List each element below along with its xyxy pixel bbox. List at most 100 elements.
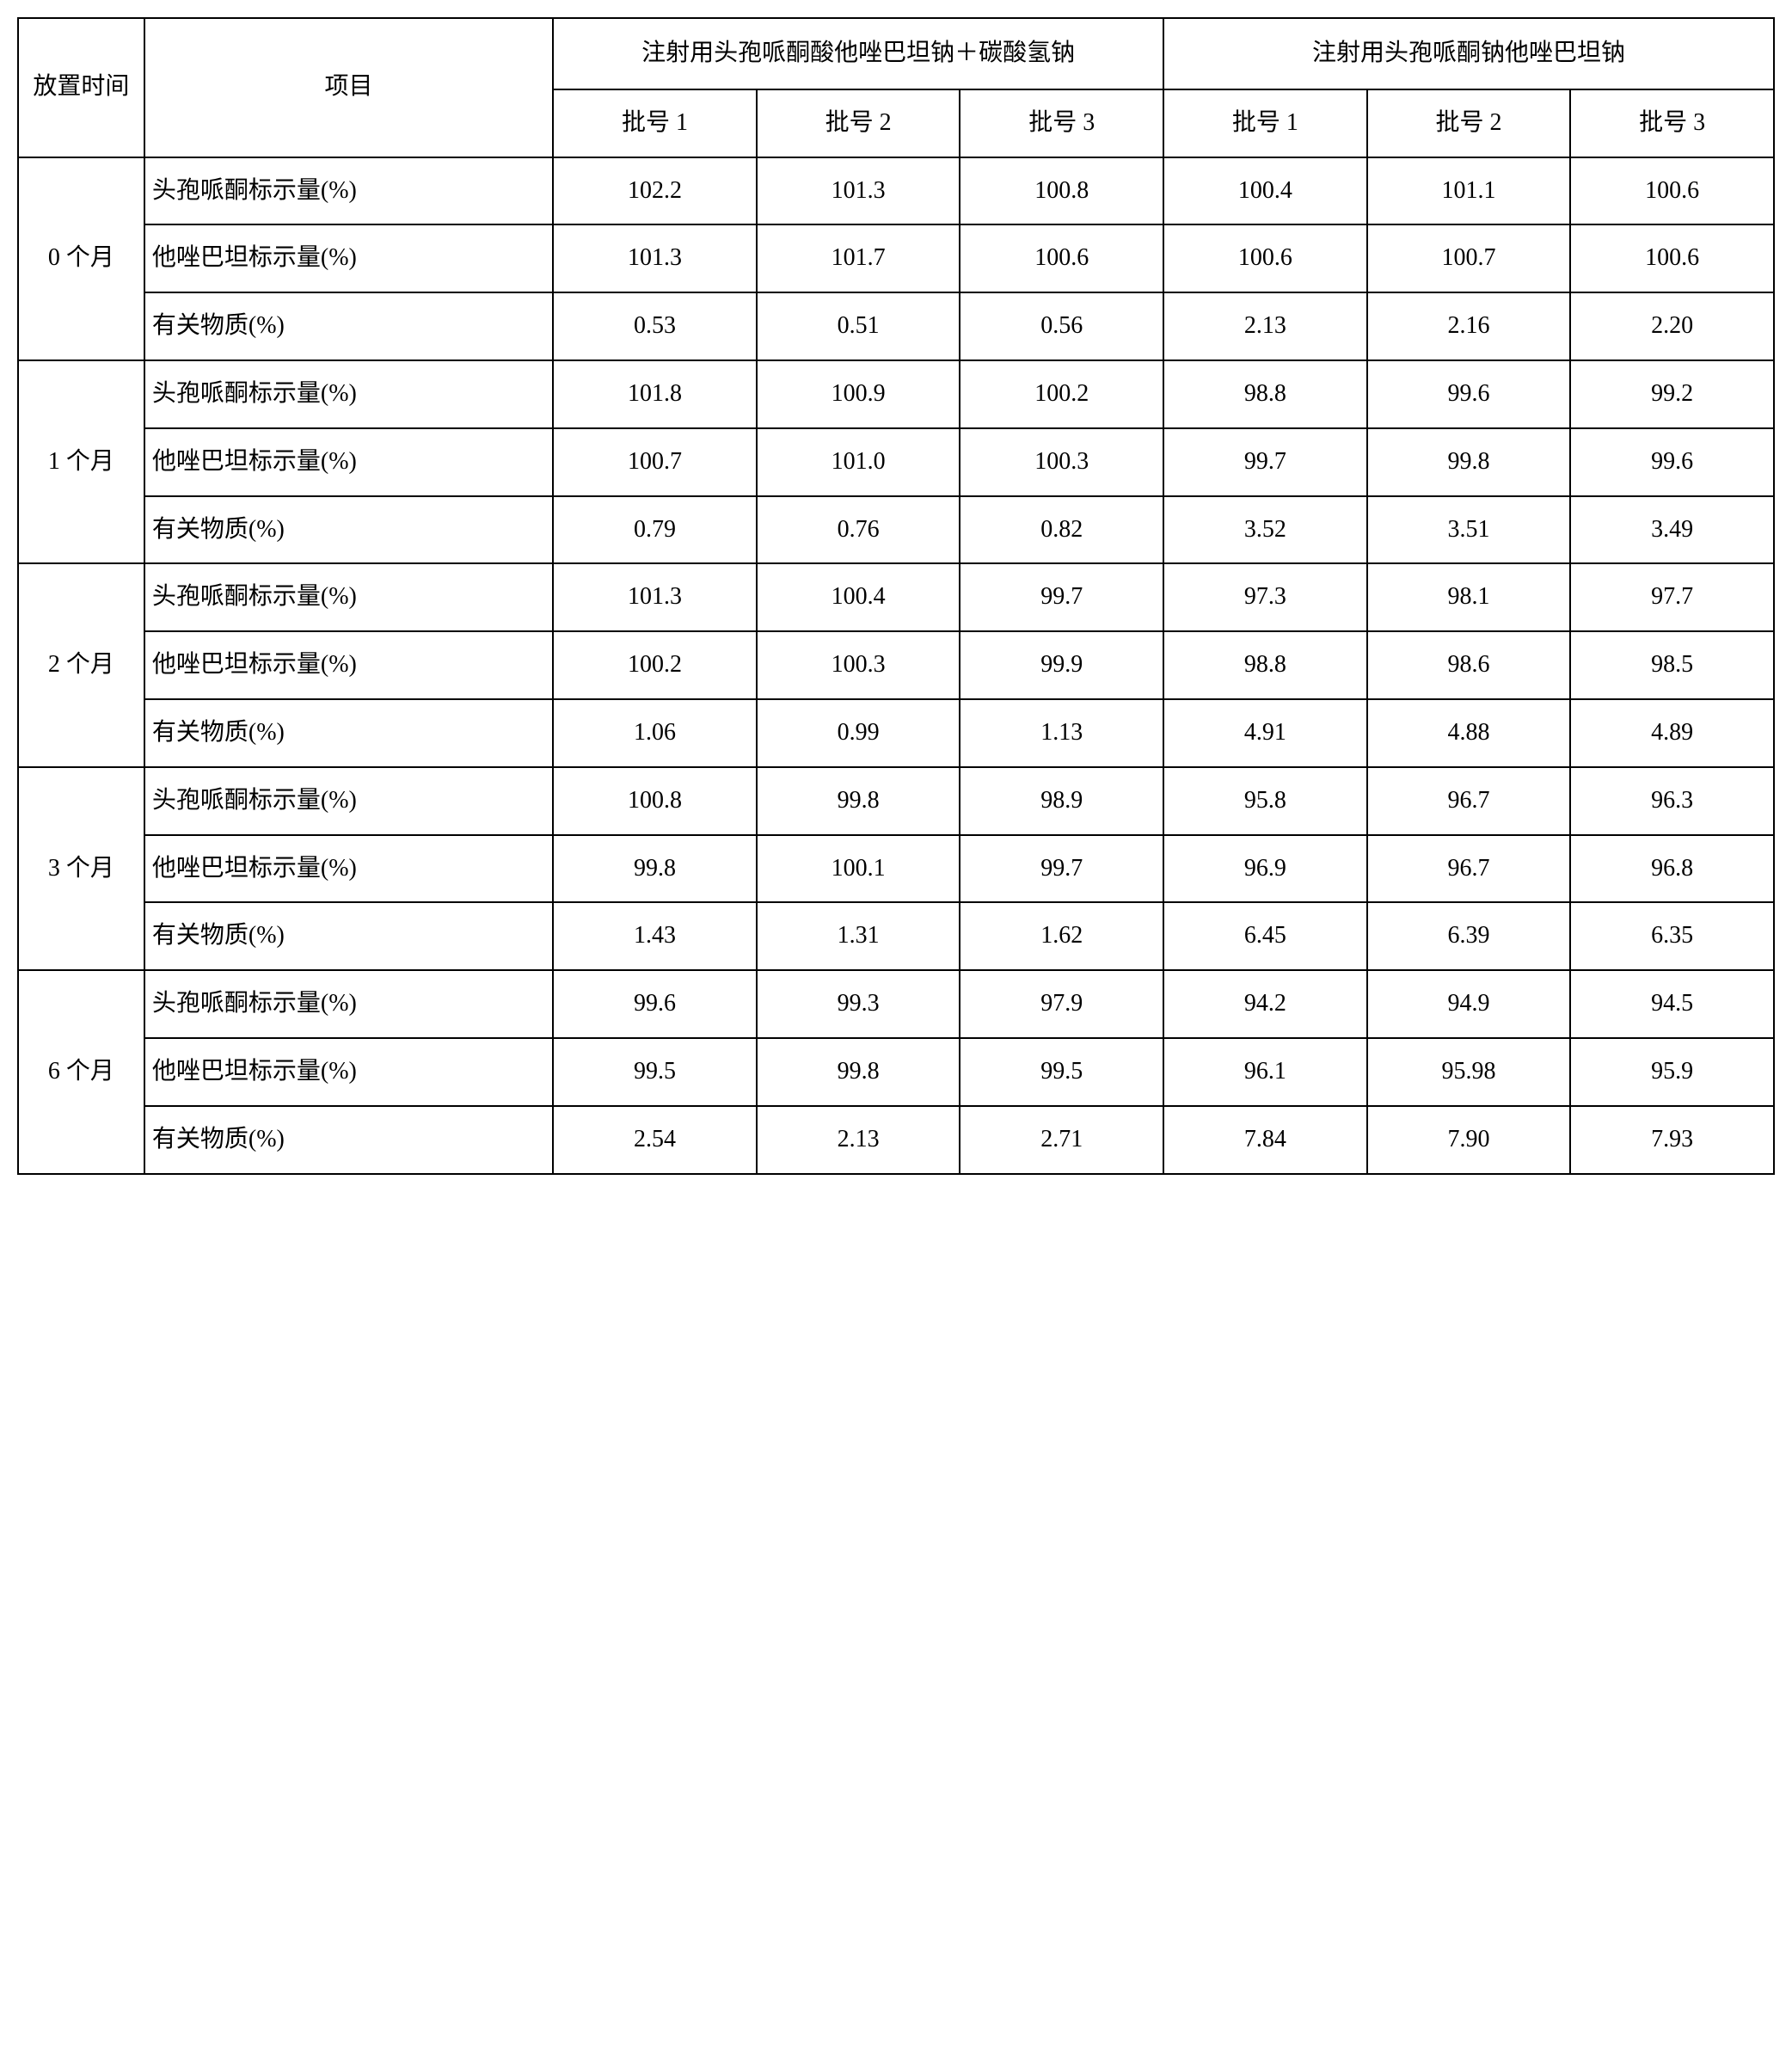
- table-row: 有关物质(%) 0.79 0.76 0.82 3.52 3.51 3.49: [18, 496, 1774, 564]
- stability-data-table: 放置时间 项目 注射用头孢哌酮酸他唑巴坦钠＋碳酸氢钠 注射用头孢哌酮钠他唑巴坦钠…: [17, 17, 1775, 1175]
- cell-value: 4.89: [1570, 699, 1774, 767]
- cell-metric: 有关物质(%): [144, 496, 553, 564]
- cell-value: 96.7: [1367, 767, 1571, 835]
- cell-value: 2.16: [1367, 292, 1571, 360]
- cell-value: 99.6: [553, 970, 757, 1038]
- cell-value: 6.45: [1163, 902, 1367, 970]
- cell-value: 1.31: [757, 902, 960, 970]
- table-row: 0 个月 头孢哌酮标示量(%) 102.2 101.3 100.8 100.4 …: [18, 157, 1774, 225]
- cell-value: 0.79: [553, 496, 757, 564]
- cell-metric: 头孢哌酮标示量(%): [144, 360, 553, 428]
- cell-value: 101.7: [757, 224, 960, 292]
- table-row: 有关物质(%) 1.43 1.31 1.62 6.45 6.39 6.35: [18, 902, 1774, 970]
- col-header-batch-a3: 批号 3: [960, 89, 1163, 157]
- cell-value: 100.7: [1367, 224, 1571, 292]
- cell-value: 0.76: [757, 496, 960, 564]
- table-row: 有关物质(%) 2.54 2.13 2.71 7.84 7.90 7.93: [18, 1106, 1774, 1174]
- cell-value: 100.9: [757, 360, 960, 428]
- cell-value: 100.4: [757, 563, 960, 631]
- cell-metric: 有关物质(%): [144, 902, 553, 970]
- cell-value: 100.3: [960, 428, 1163, 496]
- col-header-batch-a1: 批号 1: [553, 89, 757, 157]
- cell-value: 2.54: [553, 1106, 757, 1174]
- table-row: 他唑巴坦标示量(%) 101.3 101.7 100.6 100.6 100.7…: [18, 224, 1774, 292]
- cell-value: 94.5: [1570, 970, 1774, 1038]
- cell-value: 6.39: [1367, 902, 1571, 970]
- cell-value: 100.8: [960, 157, 1163, 225]
- table-row: 3 个月 头孢哌酮标示量(%) 100.8 99.8 98.9 95.8 96.…: [18, 767, 1774, 835]
- cell-value: 101.3: [757, 157, 960, 225]
- cell-value: 98.1: [1367, 563, 1571, 631]
- cell-metric: 他唑巴坦标示量(%): [144, 1038, 553, 1106]
- cell-value: 100.6: [960, 224, 1163, 292]
- cell-value: 98.5: [1570, 631, 1774, 699]
- col-header-group-a: 注射用头孢哌酮酸他唑巴坦钠＋碳酸氢钠: [553, 18, 1163, 89]
- cell-value: 98.8: [1163, 631, 1367, 699]
- cell-value: 100.6: [1570, 157, 1774, 225]
- cell-value: 95.98: [1367, 1038, 1571, 1106]
- cell-value: 7.90: [1367, 1106, 1571, 1174]
- cell-value: 102.2: [553, 157, 757, 225]
- cell-value: 99.7: [960, 835, 1163, 903]
- cell-metric: 他唑巴坦标示量(%): [144, 428, 553, 496]
- cell-value: 0.53: [553, 292, 757, 360]
- cell-metric: 他唑巴坦标示量(%): [144, 835, 553, 903]
- cell-value: 100.3: [757, 631, 960, 699]
- cell-metric: 他唑巴坦标示量(%): [144, 224, 553, 292]
- cell-value: 98.9: [960, 767, 1163, 835]
- col-header-batch-a2: 批号 2: [757, 89, 960, 157]
- table-body: 0 个月 头孢哌酮标示量(%) 102.2 101.3 100.8 100.4 …: [18, 157, 1774, 1174]
- cell-value: 3.51: [1367, 496, 1571, 564]
- cell-value: 4.88: [1367, 699, 1571, 767]
- col-header-item: 项目: [144, 18, 553, 157]
- cell-value: 100.2: [553, 631, 757, 699]
- cell-value: 99.5: [553, 1038, 757, 1106]
- cell-value: 99.7: [1163, 428, 1367, 496]
- cell-metric: 有关物质(%): [144, 292, 553, 360]
- cell-value: 99.8: [1367, 428, 1571, 496]
- cell-time: 1 个月: [18, 360, 144, 563]
- cell-value: 95.8: [1163, 767, 1367, 835]
- header-row-1: 放置时间 项目 注射用头孢哌酮酸他唑巴坦钠＋碳酸氢钠 注射用头孢哌酮钠他唑巴坦钠: [18, 18, 1774, 89]
- table-row: 他唑巴坦标示量(%) 100.2 100.3 99.9 98.8 98.6 98…: [18, 631, 1774, 699]
- cell-value: 100.7: [553, 428, 757, 496]
- cell-value: 97.7: [1570, 563, 1774, 631]
- cell-value: 99.2: [1570, 360, 1774, 428]
- cell-value: 99.9: [960, 631, 1163, 699]
- cell-value: 4.91: [1163, 699, 1367, 767]
- cell-value: 94.9: [1367, 970, 1571, 1038]
- cell-value: 96.3: [1570, 767, 1774, 835]
- col-header-batch-b2: 批号 2: [1367, 89, 1571, 157]
- cell-value: 2.13: [1163, 292, 1367, 360]
- cell-value: 95.9: [1570, 1038, 1774, 1106]
- table-row: 他唑巴坦标示量(%) 99.8 100.1 99.7 96.9 96.7 96.…: [18, 835, 1774, 903]
- cell-value: 94.2: [1163, 970, 1367, 1038]
- table-row: 他唑巴坦标示量(%) 100.7 101.0 100.3 99.7 99.8 9…: [18, 428, 1774, 496]
- cell-metric: 头孢哌酮标示量(%): [144, 970, 553, 1038]
- cell-value: 97.3: [1163, 563, 1367, 631]
- table-header: 放置时间 项目 注射用头孢哌酮酸他唑巴坦钠＋碳酸氢钠 注射用头孢哌酮钠他唑巴坦钠…: [18, 18, 1774, 157]
- cell-value: 2.71: [960, 1106, 1163, 1174]
- col-header-batch-b3: 批号 3: [1570, 89, 1774, 157]
- table-row: 有关物质(%) 1.06 0.99 1.13 4.91 4.88 4.89: [18, 699, 1774, 767]
- cell-metric: 有关物质(%): [144, 699, 553, 767]
- cell-value: 1.62: [960, 902, 1163, 970]
- cell-value: 100.8: [553, 767, 757, 835]
- cell-value: 0.82: [960, 496, 1163, 564]
- cell-value: 6.35: [1570, 902, 1774, 970]
- cell-value: 96.1: [1163, 1038, 1367, 1106]
- cell-metric: 头孢哌酮标示量(%): [144, 563, 553, 631]
- cell-value: 101.3: [553, 224, 757, 292]
- cell-value: 99.8: [757, 1038, 960, 1106]
- cell-value: 1.43: [553, 902, 757, 970]
- cell-value: 96.8: [1570, 835, 1774, 903]
- cell-metric: 头孢哌酮标示量(%): [144, 157, 553, 225]
- cell-value: 97.9: [960, 970, 1163, 1038]
- cell-value: 100.6: [1570, 224, 1774, 292]
- cell-value: 2.13: [757, 1106, 960, 1174]
- cell-metric: 有关物质(%): [144, 1106, 553, 1174]
- cell-value: 98.8: [1163, 360, 1367, 428]
- cell-time: 0 个月: [18, 157, 144, 360]
- cell-value: 100.4: [1163, 157, 1367, 225]
- cell-value: 99.5: [960, 1038, 1163, 1106]
